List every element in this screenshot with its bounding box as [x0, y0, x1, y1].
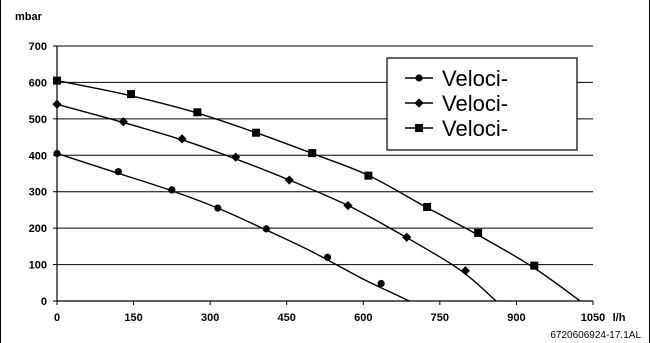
y-tick-label: 700 — [29, 41, 47, 53]
data-point-circle — [214, 204, 222, 212]
data-point-circle — [262, 225, 270, 233]
x-tick-label: 1050 — [581, 312, 605, 324]
x-tick-label: 300 — [201, 312, 219, 324]
x-axis-label: l/h — [613, 312, 626, 324]
x-tick-label: 600 — [354, 312, 372, 324]
y-tick-label: 300 — [29, 187, 47, 199]
x-tick-label: 900 — [507, 312, 525, 324]
data-point-square — [364, 171, 373, 180]
series-line-square — [56, 79, 581, 302]
data-point-diamond — [177, 134, 187, 144]
data-point-diamond — [460, 266, 470, 276]
legend-marker-circle — [415, 74, 423, 82]
x-tick-label: 150 — [124, 312, 142, 324]
data-point-circle — [377, 279, 385, 288]
data-point-square — [530, 261, 539, 270]
y-tick-label: 600 — [29, 77, 47, 89]
legend-marker-square — [415, 124, 423, 132]
data-point-square — [53, 76, 61, 85]
data-point-circle — [53, 149, 61, 158]
data-point-square — [423, 203, 432, 212]
series-line-circle — [56, 152, 410, 302]
data-point-diamond — [402, 232, 412, 242]
x-tick-label: 750 — [431, 312, 449, 324]
legend-entry: Veloci- — [442, 66, 508, 91]
data-point-circle — [323, 253, 332, 261]
x-tick-label: 0 — [54, 312, 60, 324]
data-point-square — [474, 228, 483, 237]
data-point-circle — [114, 168, 122, 176]
data-point-diamond — [231, 152, 241, 162]
y-tick-label: 200 — [29, 223, 47, 235]
data-point-diamond — [284, 175, 294, 185]
y-tick-label: 400 — [29, 150, 47, 162]
data-point-circle — [168, 186, 176, 194]
data-point-diamond — [118, 117, 128, 127]
data-point-square — [308, 149, 317, 158]
data-point-square — [193, 108, 202, 117]
data-point-diamond — [52, 99, 62, 109]
x-tick-label: 450 — [278, 312, 296, 324]
legend-marker-diamond — [414, 98, 424, 108]
y-tick-label: 0 — [41, 296, 47, 308]
y-tick-label: 500 — [29, 114, 47, 126]
data-point-square — [252, 128, 261, 137]
y-tick-label: 100 — [29, 260, 47, 272]
legend-entry: Veloci- — [442, 116, 508, 141]
data-point-square — [127, 90, 136, 99]
y-axis-label: mbar — [15, 11, 43, 23]
legend-entry: Veloci- — [442, 91, 508, 116]
data-point-diamond — [343, 200, 353, 211]
figure-code: 6720606924-17.1AL — [550, 330, 641, 341]
